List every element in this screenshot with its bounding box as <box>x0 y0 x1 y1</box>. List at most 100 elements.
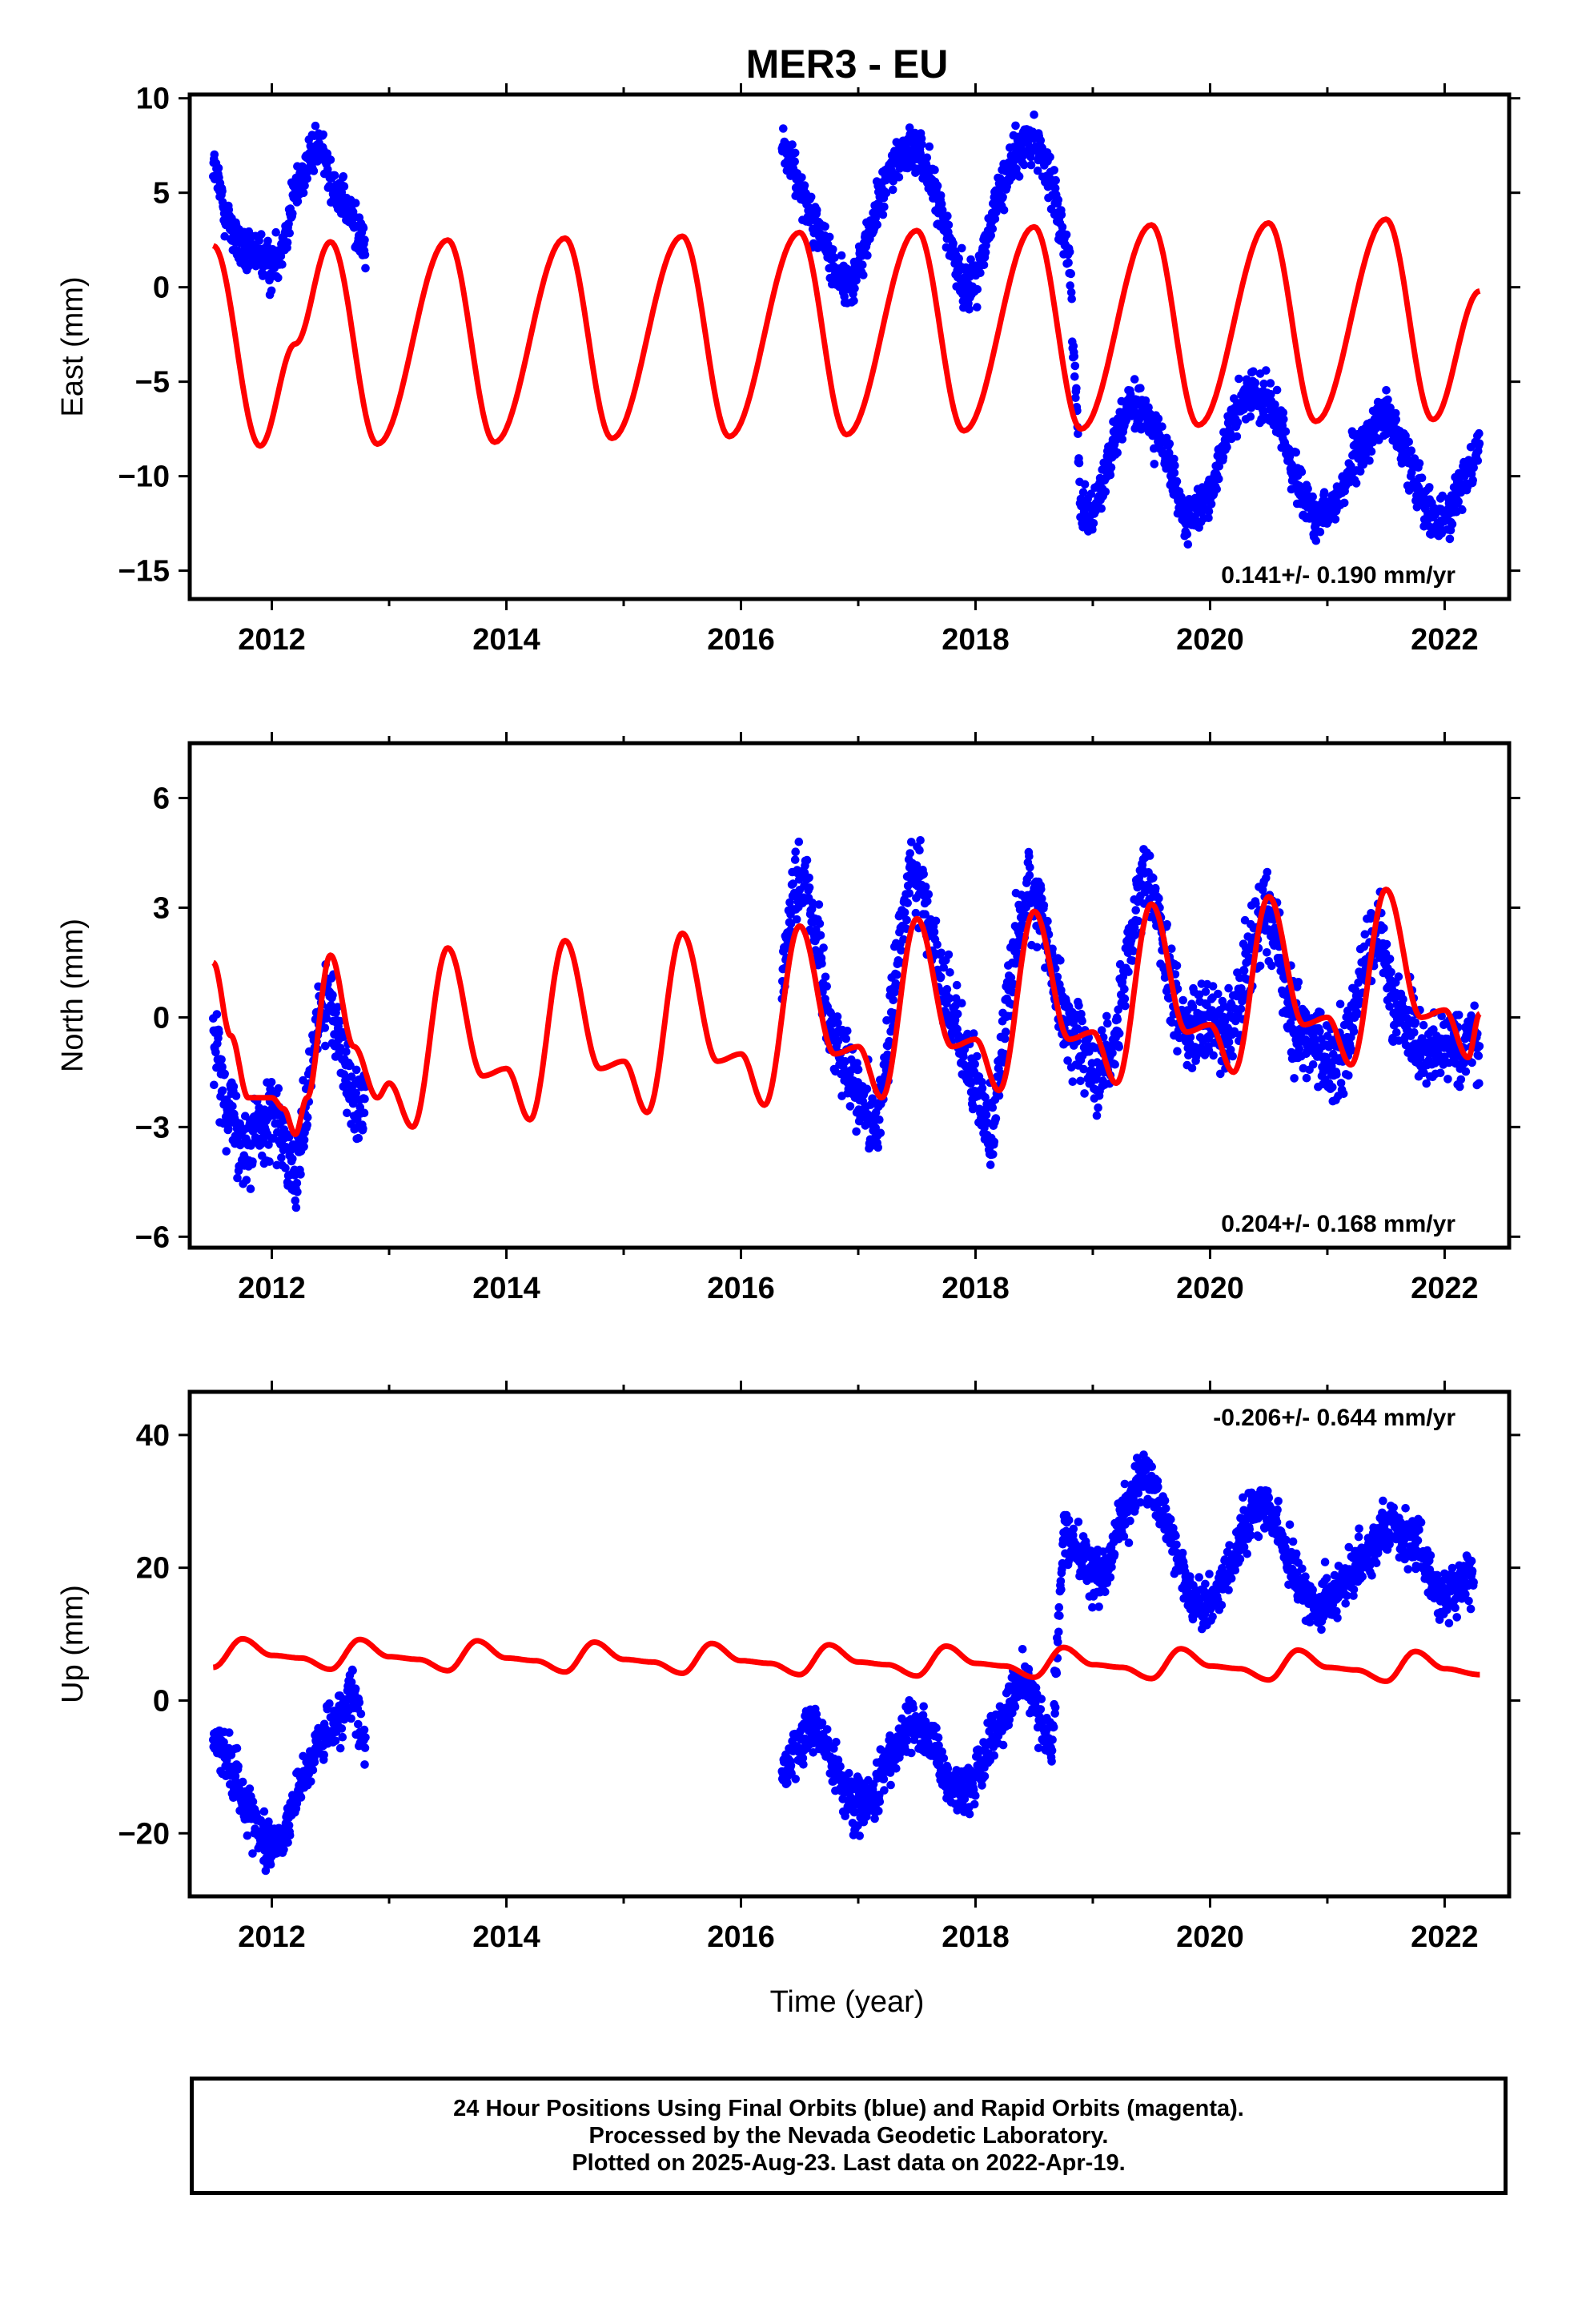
observed-point <box>817 959 826 968</box>
observed-point <box>1097 504 1106 513</box>
observed-point <box>1429 1025 1438 1034</box>
observed-point <box>1339 498 1349 508</box>
observed-point <box>1172 961 1182 971</box>
x-tick-label: 2020 <box>1176 623 1244 657</box>
observed-point <box>263 236 272 246</box>
observed-point <box>817 1719 827 1727</box>
observed-point <box>229 1082 239 1092</box>
observed-point <box>1066 287 1076 297</box>
observed-point <box>1150 460 1159 468</box>
observed-point <box>1437 1011 1446 1021</box>
observed-point <box>988 1103 998 1112</box>
observed-point <box>1094 1103 1102 1112</box>
observed-point <box>918 1711 928 1719</box>
observed-point <box>978 1077 986 1087</box>
observed-point <box>845 1102 855 1111</box>
observed-point <box>969 1029 978 1038</box>
x-tick-label: 2016 <box>707 1272 775 1305</box>
observed-point <box>1102 1011 1111 1021</box>
observed-point <box>1385 955 1395 963</box>
observed-point <box>1038 894 1046 903</box>
observed-point <box>1165 448 1174 457</box>
observed-point <box>932 1723 941 1732</box>
observed-point <box>936 191 946 200</box>
observed-point <box>783 1778 792 1787</box>
observed-point <box>1302 1073 1311 1083</box>
observed-point <box>1141 396 1150 405</box>
observed-point <box>1385 1002 1394 1011</box>
observed-point <box>234 1762 243 1771</box>
observed-point <box>921 883 930 891</box>
observed-point <box>1417 473 1427 482</box>
x-tick-label: 2012 <box>238 1272 306 1305</box>
observed-point <box>890 987 900 997</box>
y-tick-label: 0 <box>153 271 170 305</box>
observed-point <box>938 206 947 215</box>
observed-point <box>852 1127 861 1136</box>
rate-label: 0.141+/- 0.190 mm/yr <box>1221 562 1456 589</box>
observed-point <box>791 1775 800 1783</box>
observed-point <box>841 1034 851 1043</box>
observed-point <box>1118 435 1127 444</box>
observed-point <box>1130 375 1139 384</box>
observed-point <box>870 1814 879 1823</box>
observed-point <box>1266 379 1275 388</box>
observed-point <box>1046 152 1054 162</box>
observed-point <box>309 167 319 175</box>
observed-point <box>855 1831 864 1840</box>
observed-point <box>889 995 897 1005</box>
observed-point <box>1411 1018 1420 1027</box>
observed-point <box>999 206 1009 215</box>
observed-point <box>1311 536 1321 545</box>
observed-point <box>330 171 339 180</box>
observed-point <box>958 999 966 1007</box>
observed-point <box>1170 461 1179 470</box>
observed-point <box>1216 1069 1225 1079</box>
panel-east: 2012 2014 2016 2018 2020 20221050−5−10−15East… <box>56 82 1520 657</box>
observed-point <box>214 163 223 173</box>
observed-point <box>212 1010 222 1019</box>
observed-point <box>816 931 825 940</box>
observed-point <box>1026 160 1036 170</box>
observed-point <box>924 890 934 899</box>
observed-point <box>1215 474 1223 484</box>
observed-point <box>982 1110 991 1120</box>
observed-point <box>284 1132 294 1142</box>
observed-point <box>1473 456 1483 465</box>
observed-point <box>1255 961 1265 971</box>
observed-point <box>881 188 891 198</box>
observed-point <box>1128 956 1137 965</box>
observed-point <box>293 1188 302 1196</box>
observed-point <box>1074 458 1084 468</box>
observed-point <box>248 1157 257 1166</box>
observed-point <box>1074 1001 1083 1010</box>
observed-point <box>785 898 794 907</box>
observed-point <box>806 192 816 202</box>
observed-point <box>320 1023 330 1032</box>
observed-point <box>911 908 921 918</box>
observed-point <box>243 1831 252 1840</box>
observed-point <box>1354 978 1363 987</box>
observed-point <box>973 1051 982 1061</box>
observed-point <box>1043 916 1052 926</box>
observed-point <box>952 980 962 990</box>
observed-point <box>779 124 788 133</box>
chart-title: MER3 - EU <box>746 42 949 86</box>
observed-point <box>958 243 966 253</box>
observed-point <box>1475 1079 1484 1088</box>
observed-point <box>355 1698 364 1707</box>
observed-point <box>288 209 297 218</box>
panels: 2012 2014 2016 2018 2020 20221050−5−10−15East… <box>56 82 1520 1954</box>
observed-point <box>1144 403 1153 412</box>
observed-point <box>1158 422 1166 431</box>
observed-point <box>991 1114 1001 1123</box>
observed-point <box>900 908 909 917</box>
observed-point <box>833 1019 842 1027</box>
x-tick-label: 2014 <box>472 623 540 657</box>
observed-point <box>291 1196 300 1205</box>
observed-point <box>303 1120 312 1130</box>
observed-point <box>321 1041 330 1051</box>
observed-point <box>1106 470 1115 480</box>
observed-point <box>266 1860 275 1869</box>
observed-point <box>338 1732 347 1742</box>
